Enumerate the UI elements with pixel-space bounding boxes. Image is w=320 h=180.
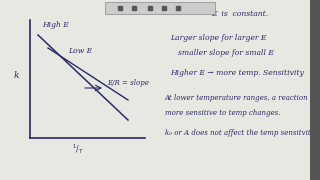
Text: Higher E → more temp. Sensitivity: Higher E → more temp. Sensitivity: [170, 69, 304, 77]
Text: more sensitive to temp changes.: more sensitive to temp changes.: [165, 109, 281, 117]
Text: E  is  constant.: E is constant.: [212, 10, 268, 18]
Text: $^1/_T$: $^1/_T$: [72, 142, 84, 156]
Text: smaller slope for small E: smaller slope for small E: [178, 49, 274, 57]
Text: At lower temperature ranges, a reaction is: At lower temperature ranges, a reaction …: [165, 94, 317, 102]
Text: E/R = slope: E/R = slope: [107, 79, 149, 87]
Text: k: k: [14, 71, 20, 80]
Bar: [105, 2, 215, 14]
Text: k₀ or A does not affect the temp sensitvity.: k₀ or A does not affect the temp sensitv…: [165, 129, 316, 137]
Text: High E: High E: [42, 21, 69, 29]
Text: Low E: Low E: [68, 47, 92, 55]
Bar: [310, 0, 320, 180]
Text: Larger slope for larger E: Larger slope for larger E: [170, 34, 267, 42]
